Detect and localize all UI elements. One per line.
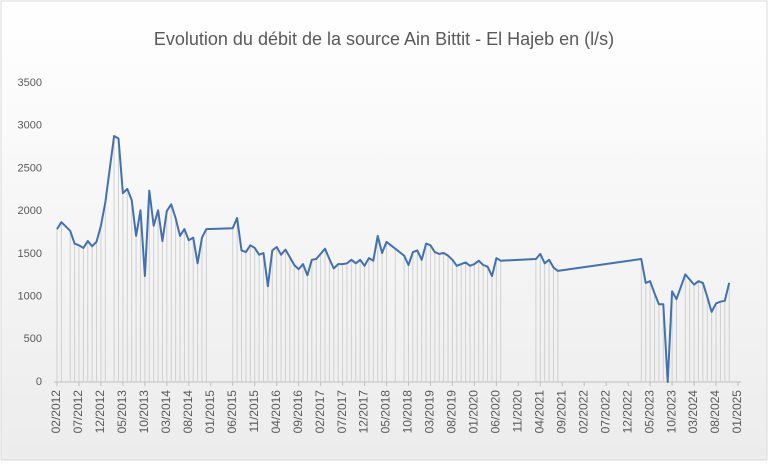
x-tick-label: 03/2019: [423, 390, 437, 434]
x-tick-label: 02/2022: [576, 390, 590, 434]
x-tick-label: 01/2025: [730, 390, 744, 434]
x-tick-label: 05/2023: [642, 390, 656, 434]
x-tick-label: 09/2021: [554, 390, 568, 434]
y-tick-label: 1000: [18, 290, 42, 302]
x-tick-label: 08/2014: [181, 390, 195, 434]
x-tick-label: 12/2012: [93, 390, 107, 434]
x-tick-label: 06/2015: [225, 390, 239, 434]
x-tick-label: 06/2020: [489, 390, 503, 434]
x-tick-label: 09/2016: [291, 390, 305, 434]
x-tick-label: 02/2012: [49, 390, 63, 434]
x-tick-label: 12/2017: [357, 390, 371, 434]
x-tick-label: 05/2013: [115, 390, 129, 434]
y-tick-label: 0: [36, 376, 42, 388]
x-tick-label: 08/2019: [445, 390, 459, 434]
x-tick-label: 05/2018: [379, 390, 393, 434]
x-tick-label: 11/2020: [510, 390, 524, 433]
x-tick-label: 04/2021: [532, 390, 546, 434]
x-tick-label: 08/2024: [708, 390, 722, 434]
x-tick-label: 11/2015: [247, 390, 261, 433]
x-tick-label: 02/2017: [313, 390, 327, 434]
x-tick-label: 01/2020: [467, 390, 481, 434]
x-tick-label: 10/2018: [401, 390, 415, 434]
y-tick-label: 500: [24, 333, 42, 345]
x-tick-label: 04/2016: [269, 390, 283, 434]
x-tick-label: 10/2013: [137, 390, 151, 434]
x-tick-label: 03/2014: [159, 390, 173, 434]
chart-title: Evolution du débit de la source Ain Bitt…: [154, 29, 614, 49]
y-tick-label: 3500: [18, 77, 42, 89]
y-tick-label: 1500: [18, 248, 42, 260]
y-tick-label: 2500: [18, 162, 42, 174]
x-tick-label: 03/2024: [686, 390, 700, 434]
x-tick-label: 07/2017: [335, 390, 349, 434]
x-tick-label: 10/2023: [664, 390, 678, 434]
data-line: [56, 135, 731, 383]
x-tick-label: 07/2012: [71, 390, 85, 434]
x-tick-label: 12/2022: [620, 390, 634, 434]
y-tick-label: 2000: [18, 205, 42, 217]
x-tick-label: 01/2015: [203, 390, 217, 434]
y-tick-label: 3000: [18, 120, 42, 132]
x-tick-label: 07/2022: [598, 390, 612, 434]
